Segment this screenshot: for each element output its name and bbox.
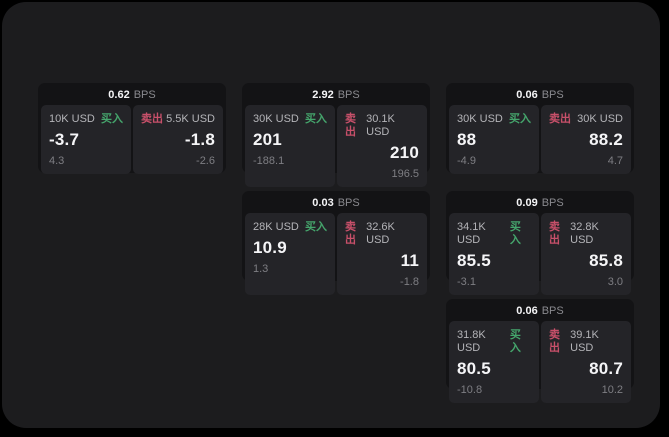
sell-price: 88.2 [589,130,623,149]
buy-panel[interactable]: 10K USD 买入 -3.7 4.3 [41,105,131,174]
quote-card-3: 0.06 BPS 30K USD 买入 88 -4.9 卖出 30K USD [446,83,634,174]
bps-suffix: BPS [541,304,564,317]
buy-amount: 10K USD [49,113,95,125]
buy-panel[interactable]: 34.1K USD 买入 85.5 -3.1 [449,213,539,295]
bps-suffix: BPS [337,196,360,209]
quote-card-6: 0.06 BPS 31.8K USD 买入 80.5 -10.8 卖出 39.1… [446,299,634,403]
buy-sub-value: -10.8 [457,384,483,396]
sell-label: 卖出 [141,113,163,125]
sell-label: 卖出 [345,221,356,246]
buy-panel[interactable]: 31.8K USD 买入 80.5 -10.8 [449,321,539,403]
quote-card-5: 0.09 BPS 34.1K USD 买入 85.5 -3.1 卖出 32.8K… [446,191,634,295]
sell-label: 卖出 [549,113,571,125]
quotes-panel: 0.62 BPS 10K USD 买入 -3.7 4.3 卖出 5.5K USD [2,2,660,428]
buy-amount: 31.8K USD [457,329,486,354]
sell-panel[interactable]: 卖出 32.6K USD 11 -1.8 [337,213,427,295]
bps-suffix: BPS [337,88,360,101]
sell-panel[interactable]: 卖出 30K USD 88.2 4.7 [541,105,631,174]
sell-panel[interactable]: 卖出 32.8K USD 85.8 3.0 [541,213,631,295]
buy-label: 买入 [509,329,521,354]
sell-price: 11 [400,251,419,270]
sell-panel[interactable]: 卖出 5.5K USD -1.8 -2.6 [133,105,223,174]
buy-panel[interactable]: 30K USD 买入 88 -4.9 [449,105,539,174]
bps-suffix: BPS [133,88,156,101]
card-header: 0.09 BPS [446,191,634,211]
buy-sub-value: 4.3 [49,155,65,167]
buy-panel[interactable]: 30K USD 买入 201 -188.1 [245,105,335,187]
quote-panels: 31.8K USD 买入 80.5 -10.8 卖出 39.1K USD 80.… [449,321,631,403]
buy-price: -3.7 [49,130,80,149]
sell-amount: 32.8K USD [570,221,599,246]
sell-price: 85.8 [589,251,623,270]
card-header: 0.03 BPS [242,191,430,211]
sell-sub-value: 196.5 [391,168,419,180]
sell-price: 210 [390,143,419,162]
buy-sub-value: -4.9 [457,155,476,167]
quote-card-grid: 0.62 BPS 10K USD 买入 -3.7 4.3 卖出 5.5K USD [38,83,634,403]
sell-amount: 30.1K USD [366,113,395,138]
sell-panel[interactable]: 卖出 39.1K USD 80.7 10.2 [541,321,631,403]
quote-card-1: 0.62 BPS 10K USD 买入 -3.7 4.3 卖出 5.5K USD [38,83,226,174]
buy-label: 买入 [509,221,521,246]
sell-amount: 32.6K USD [366,221,395,246]
card-header: 0.06 BPS [446,83,634,103]
buy-amount: 34.1K USD [457,221,486,246]
sell-sub-value: 3.0 [607,276,623,288]
buy-label: 买入 [509,113,531,125]
buy-sub-value: 1.3 [253,263,269,275]
bps-value: 0.62 [108,88,130,101]
buy-label: 买入 [101,113,123,125]
sell-price: -1.8 [184,130,215,149]
quote-panels: 10K USD 买入 -3.7 4.3 卖出 5.5K USD -1.8 -2.… [41,105,223,174]
bps-value: 0.06 [516,88,538,101]
sell-amount: 30K USD [577,113,623,125]
quote-panels: 34.1K USD 买入 85.5 -3.1 卖出 32.8K USD 85.8… [449,213,631,295]
buy-sub-value: -188.1 [253,155,285,167]
quote-panels: 30K USD 买入 88 -4.9 卖出 30K USD 88.2 4.7 [449,105,631,174]
bps-suffix: BPS [541,196,564,209]
quote-card-2: 2.92 BPS 30K USD 买入 201 -188.1 卖出 30.1K … [242,83,430,187]
buy-price: 80.5 [457,359,491,378]
buy-sub-value: -3.1 [457,276,476,288]
bps-value: 0.09 [516,196,538,209]
buy-panel[interactable]: 28K USD 买入 10.9 1.3 [245,213,335,295]
buy-price: 85.5 [457,251,491,270]
sell-sub-value: -1.8 [400,276,419,288]
buy-amount: 30K USD [457,113,503,125]
buy-price: 10.9 [253,238,287,257]
buy-price: 88 [457,130,477,149]
quote-card-4: 0.03 BPS 28K USD 买入 10.9 1.3 卖出 32.6K US… [242,191,430,295]
buy-amount: 28K USD [253,221,299,233]
sell-amount: 5.5K USD [166,113,215,125]
card-header: 0.62 BPS [38,83,226,103]
sell-label: 卖出 [549,221,560,246]
sell-panel[interactable]: 卖出 30.1K USD 210 196.5 [337,105,427,187]
sell-label: 卖出 [345,113,356,138]
sell-price: 80.7 [589,359,623,378]
bps-suffix: BPS [541,88,564,101]
sell-sub-value: -2.6 [196,155,215,167]
card-header: 0.06 BPS [446,299,634,319]
sell-label: 卖出 [549,329,560,354]
quote-panels: 30K USD 买入 201 -188.1 卖出 30.1K USD 210 1… [245,105,427,187]
bps-value: 0.03 [312,196,334,209]
bps-value: 0.06 [516,304,538,317]
quote-panels: 28K USD 买入 10.9 1.3 卖出 32.6K USD 11 -1.8 [245,213,427,295]
sell-sub-value: 4.7 [607,155,623,167]
buy-label: 买入 [305,221,327,233]
bps-value: 2.92 [312,88,334,101]
sell-sub-value: 10.2 [601,384,623,396]
buy-amount: 30K USD [253,113,299,125]
card-header: 2.92 BPS [242,83,430,103]
buy-label: 买入 [305,113,327,125]
buy-price: 201 [253,130,282,149]
sell-amount: 39.1K USD [570,329,599,354]
